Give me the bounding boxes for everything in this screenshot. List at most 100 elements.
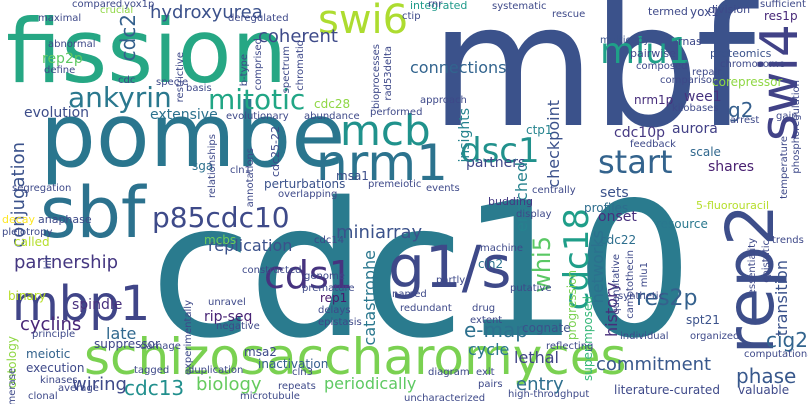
word: partnership <box>14 252 119 273</box>
word: rescue <box>552 9 586 20</box>
word: clonal <box>28 391 58 402</box>
word: putative <box>510 283 552 294</box>
word: constructed <box>242 265 302 276</box>
word: approach <box>420 95 467 106</box>
word: arrest <box>730 115 760 126</box>
word: msa2 <box>244 345 277 359</box>
word: rnas <box>678 35 702 48</box>
word: premature <box>302 283 355 294</box>
word: abnormal <box>48 39 96 50</box>
word: gain <box>776 111 798 122</box>
word: basis <box>186 83 212 94</box>
word: cln1 <box>230 165 251 176</box>
word: abundance <box>304 111 360 122</box>
word: cdc28 <box>314 97 351 111</box>
word: cognate <box>522 321 571 335</box>
word: unravel <box>208 297 246 308</box>
word: proteomics <box>710 47 772 60</box>
word: chromosome <box>720 59 785 70</box>
word: checkpoint <box>544 100 563 188</box>
word: camptothecin <box>625 250 636 319</box>
word: cdc <box>118 75 136 86</box>
word: named <box>392 289 427 300</box>
word: display <box>516 209 552 220</box>
word: premeiotic <box>368 179 422 190</box>
word: cdc10 <box>150 162 693 379</box>
word: negative <box>216 321 260 332</box>
word: perturbations <box>264 177 346 191</box>
word: rnr <box>428 0 443 10</box>
word: phosphoregulation <box>791 80 802 174</box>
word: repeats <box>278 381 316 392</box>
word: 5-fluorouracil <box>696 199 770 212</box>
word: cig2 <box>766 328 808 352</box>
word: evolution <box>24 105 90 121</box>
word: high-throughput <box>508 389 590 400</box>
word: division <box>708 3 751 16</box>
word: mlu1 <box>600 31 691 72</box>
word: ctip <box>402 11 421 22</box>
word: suppressor <box>94 337 160 351</box>
word: aurora <box>672 121 718 137</box>
word: drug <box>472 303 496 314</box>
word: damage <box>140 341 181 352</box>
word: g2 <box>728 98 754 122</box>
word: essentiality <box>747 238 758 296</box>
word: rep1 <box>320 291 348 305</box>
word: principle <box>32 329 76 340</box>
word: maximal <box>38 13 82 24</box>
word: sufficient <box>760 0 806 10</box>
word: nrm1 <box>316 134 448 192</box>
word: mitotic <box>208 83 306 116</box>
word: binary <box>8 289 46 303</box>
word: hydroxyurea <box>150 2 263 23</box>
word: pombe <box>40 84 346 187</box>
word: reflecting <box>546 341 594 352</box>
word: spindle <box>72 297 123 313</box>
word: trends <box>772 235 804 246</box>
word: yox1 <box>690 5 719 19</box>
word: evolutionary <box>226 111 289 122</box>
word: wiring <box>72 374 127 395</box>
word: rip-seq <box>204 309 253 325</box>
word: define <box>44 65 76 76</box>
word: called <box>14 235 50 249</box>
word: cln2 <box>478 257 504 271</box>
word: meiotic <box>26 347 71 361</box>
word: yox1p <box>124 0 155 10</box>
word: b-type <box>239 54 250 87</box>
word: ctp1 <box>526 123 553 137</box>
word: entry <box>516 374 564 395</box>
word: mbp1 <box>12 276 151 332</box>
word: cdc22 <box>600 233 637 247</box>
word: shares <box>708 159 755 175</box>
word: phase <box>736 364 797 388</box>
word: systematic <box>492 1 547 12</box>
word: pairs <box>478 379 503 390</box>
word: termed <box>648 5 688 18</box>
word: cycle <box>468 340 510 359</box>
word: msa1 <box>336 169 369 183</box>
word: computational <box>744 349 808 360</box>
word: deregulated <box>228 13 289 24</box>
word: tagged <box>134 365 170 376</box>
word: resource <box>656 217 708 231</box>
word: partners <box>466 155 526 171</box>
word: e-map <box>464 318 528 342</box>
word: machine <box>480 243 523 254</box>
word: fission <box>6 0 288 103</box>
word: integrated <box>410 0 468 12</box>
word: catastrophe <box>360 250 379 346</box>
word: performed <box>370 107 423 118</box>
word: pleiotropy <box>2 227 53 238</box>
word: temperature <box>779 136 790 199</box>
word: commitment <box>596 354 712 375</box>
word: valuable <box>738 383 790 397</box>
word: nrm1p <box>634 93 674 107</box>
word: pairwise <box>630 47 676 60</box>
word: multicopy <box>600 35 650 46</box>
word: replication <box>208 236 293 255</box>
word: mcbs <box>204 233 237 247</box>
word: res1p <box>764 9 798 23</box>
